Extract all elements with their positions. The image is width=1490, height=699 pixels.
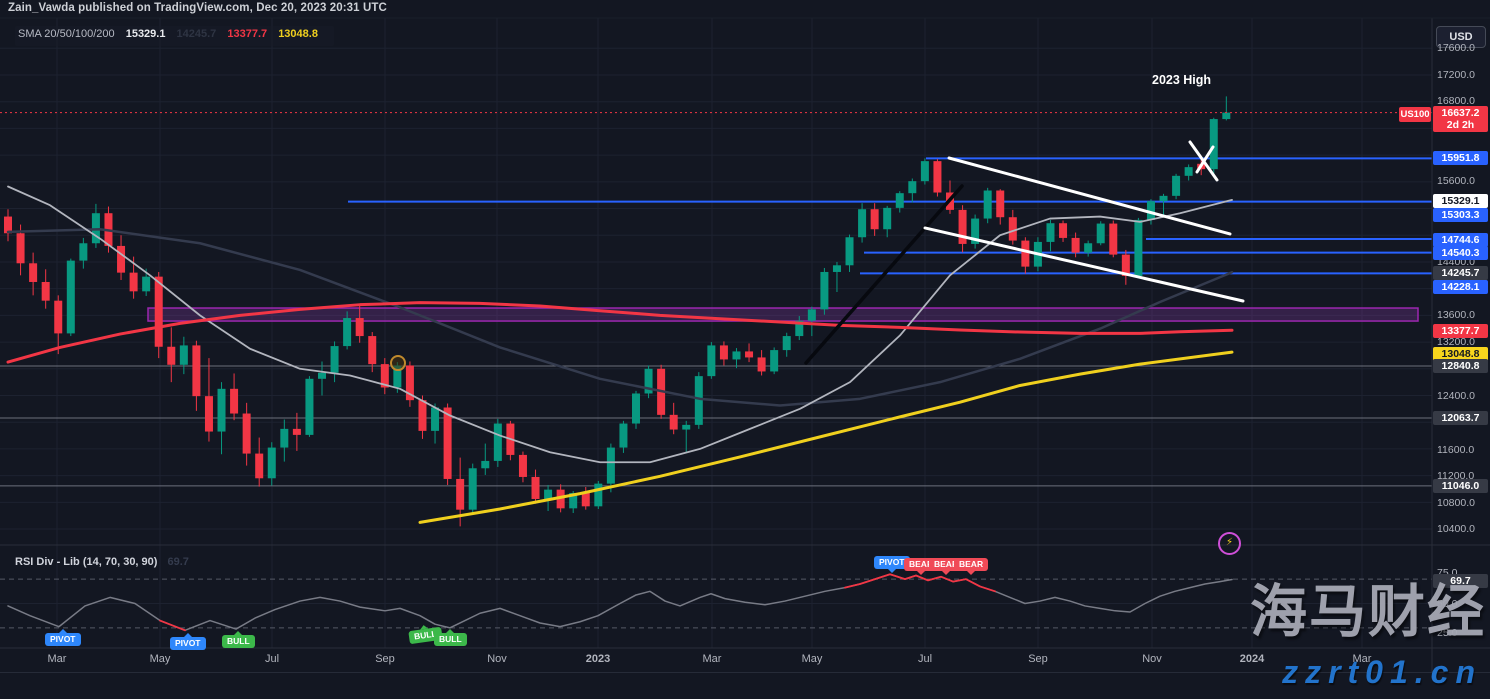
- sma100-value: 13377.7: [227, 28, 268, 40]
- price-axis-label: 25.0: [1437, 627, 1458, 639]
- time-axis-label[interactable]: Nov: [487, 653, 507, 665]
- magic-lightning-icon[interactable]: ⚡: [1218, 532, 1241, 555]
- time-axis-label[interactable]: Sep: [375, 653, 395, 665]
- time-axis-label[interactable]: Mar: [47, 653, 67, 665]
- sma200-value: 13048.8: [278, 28, 318, 40]
- rsi-pivot-badge: PIVOT: [170, 633, 206, 650]
- sma-indicator-legend[interactable]: SMA 20/50/100/200 15329.1 14245.7 13377.…: [15, 26, 334, 46]
- time-axis-label[interactable]: Mar: [702, 653, 722, 665]
- watermark-brand-cjk: 海马财经: [1250, 580, 1486, 644]
- rsi-indicator-legend[interactable]: RSI Div - Lib (14, 70, 30, 90) 69.7: [15, 556, 189, 568]
- price-axis-label: 10800.0: [1437, 497, 1475, 509]
- price-axis-label: 11600.0: [1437, 444, 1475, 456]
- price-level-badge: 15951.8: [1433, 151, 1488, 165]
- sma-legend-label: SMA 20/50/100/200: [18, 28, 115, 40]
- rsi-pivot-badge: PIVOT: [874, 556, 910, 572]
- last-price-value: 16637.2: [1441, 107, 1480, 119]
- rsi-bull-badge: BULL: [222, 631, 255, 648]
- time-axis-label[interactable]: 2023: [585, 653, 611, 665]
- time-axis-label[interactable]: Nov: [1142, 653, 1162, 665]
- watermark-site-url: zzrt01.cn: [1282, 654, 1482, 690]
- price-level-badge: 14744.6: [1433, 233, 1488, 247]
- price-axis-label: 15600.0: [1437, 175, 1475, 187]
- sma20-value: 15329.1: [125, 28, 166, 40]
- price-level-badge: 12063.7: [1433, 411, 1488, 425]
- publish-attribution: Zain_Vawda published on TradingView.com,…: [8, 2, 387, 14]
- price-level-badge: 14245.7: [1433, 266, 1488, 280]
- time-axis-label[interactable]: May: [149, 653, 171, 665]
- rsi-bull-badge: BULL: [434, 629, 467, 646]
- price-level-badge: 11046.0: [1433, 479, 1488, 493]
- time-axis-label[interactable]: Mar: [1352, 653, 1372, 665]
- price-axis-label: 13200.0: [1437, 336, 1475, 348]
- price-axis-label: 17200.0: [1437, 69, 1475, 81]
- rsi-bear-badge: BEAR: [954, 558, 989, 574]
- 2023-high-annotation: 2023 High: [1152, 73, 1212, 87]
- time-axis-label[interactable]: 2024: [1239, 653, 1265, 665]
- price-level-badge: 14540.3: [1433, 246, 1488, 260]
- rsi-current-value: 69.7: [167, 556, 189, 568]
- last-price-badge: 16637.2 2d 2h: [1433, 106, 1488, 132]
- time-axis-label[interactable]: May: [801, 653, 823, 665]
- sma50-value: 14245.7: [176, 28, 217, 40]
- price-level-badge: 12840.8: [1433, 359, 1488, 373]
- price-level-badge: 15329.1: [1433, 194, 1488, 208]
- rsi-legend-title: RSI Div - Lib (14, 70, 30, 90): [15, 556, 158, 568]
- price-level-badge: 14228.1: [1433, 280, 1488, 294]
- symbol-name-badge: US100: [1399, 107, 1431, 122]
- price-level-badge: 13048.8: [1433, 347, 1488, 361]
- price-level-badge: 15303.3: [1433, 208, 1488, 222]
- price-axis-label: 17600.0: [1437, 42, 1475, 54]
- price-axis-label: 16800.0: [1437, 95, 1475, 107]
- footer-bar: TradingView: [0, 672, 1490, 699]
- currency-usd-button[interactable]: USD: [1436, 26, 1486, 48]
- price-axis-label: 50.0: [1437, 598, 1458, 610]
- time-axis-label[interactable]: Jul: [264, 653, 280, 665]
- price-axis-label: 12400.0: [1437, 390, 1475, 402]
- price-axis-label: 10400.0: [1437, 523, 1475, 535]
- price-axis-label: 13600.0: [1437, 309, 1475, 321]
- price-level-badge: 69.7: [1433, 574, 1488, 588]
- time-axis-label[interactable]: Sep: [1028, 653, 1048, 665]
- price-level-badge: 13377.7: [1433, 324, 1488, 338]
- rsi-pivot-badge: PIVOT: [45, 629, 81, 646]
- time-axis-label[interactable]: Jul: [917, 653, 933, 665]
- bar-countdown: 2d 2h: [1446, 119, 1475, 131]
